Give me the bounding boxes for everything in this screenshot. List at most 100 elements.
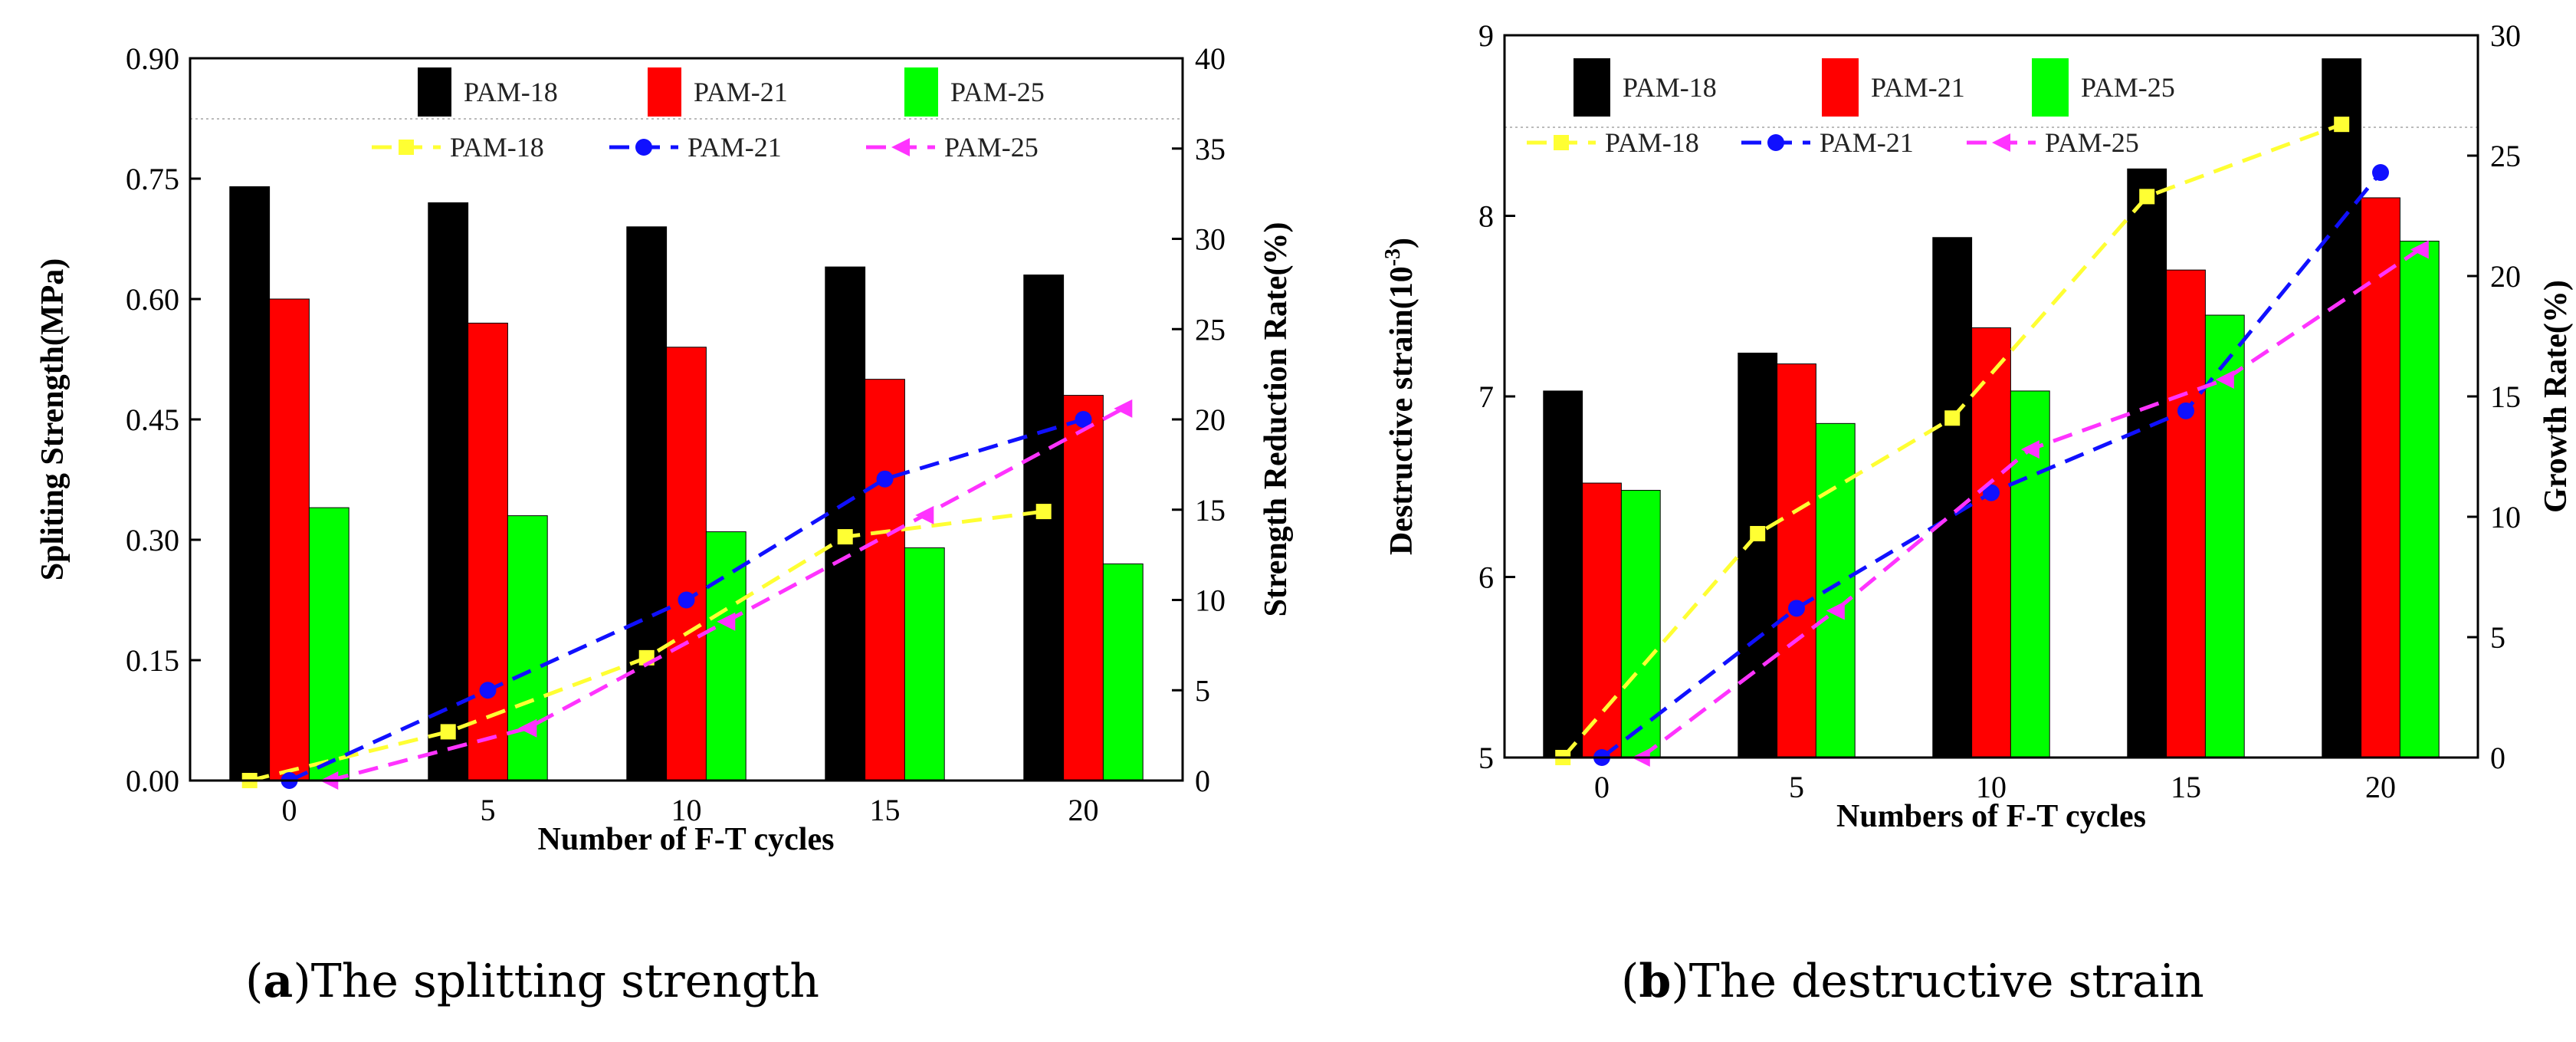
chart-a-x-tick-label: 10 — [671, 793, 702, 827]
chart-b-y-axis-label-main: Destructive strain(10 — [1384, 266, 1419, 555]
chart-a-y-tick-label: 0.75 — [126, 162, 179, 196]
chart-b-point-pam-18 — [1944, 410, 1961, 426]
chart-a-bars — [229, 186, 1144, 781]
chart-a-bar-pam-18 — [1023, 274, 1065, 781]
chart-a-bar-pam-18 — [825, 266, 866, 781]
chart-b: 5 6 7 8 9 0 5 10 15 20 25 30 0 5 10 15 20 PAM-18 PAM-21… — [1381, 18, 2574, 1008]
legend-label-line-pam-25: PAM-25 — [2045, 127, 2139, 158]
chart-b-bar-pam-18 — [1738, 352, 1778, 758]
chart-a-point-pam-21 — [479, 682, 497, 699]
chart-b-caption: (b)The destructive strain — [1621, 955, 2204, 1008]
chart-a-point-pam-25 — [1114, 399, 1133, 418]
chart-a-caption-letter: a — [263, 955, 293, 1008]
chart-a-y2-tick-label: 25 — [1195, 312, 1226, 347]
chart-b-y-tick-label: 5 — [1478, 741, 1494, 775]
chart-b-bars — [1543, 58, 2440, 758]
chart-a-y2-tick-label: 35 — [1195, 132, 1226, 166]
chart-a-bar-pam-18 — [229, 186, 271, 781]
chart-a-bar-pam-25 — [507, 515, 548, 781]
chart-b-point-pam-18 — [2334, 117, 2350, 133]
chart-a-lines — [241, 399, 1133, 790]
chart-a-caption: (a)The splitting strength — [245, 955, 819, 1008]
legend-marker-pam-18 — [399, 140, 414, 155]
chart-a-y2-axis-label: Strength Reduction Rate(%) — [1258, 222, 1294, 617]
chart-a-point-pam-25 — [518, 718, 537, 738]
chart-a-bar-pam-21 — [666, 347, 707, 781]
chart-b-bar-pam-25 — [1620, 489, 1661, 758]
legend-label-line-pam-21: PAM-21 — [687, 132, 782, 163]
chart-a-y-tick-label: 0.90 — [126, 41, 179, 76]
chart-b-y-tick-label: 9 — [1478, 18, 1494, 53]
chart-a-bar-pam-25 — [1102, 563, 1144, 781]
legend-label-bar-pam-21: PAM-21 — [694, 77, 788, 107]
legend-swatch-bar-pam-25 — [904, 67, 938, 117]
chart-a-y-axis-label: Spliting Strength(MPa) — [35, 258, 71, 580]
chart-b-point-pam-25 — [1826, 601, 1845, 620]
chart-b-bar-pam-25 — [2399, 240, 2440, 758]
chart-b-point-pam-21 — [1788, 600, 1805, 617]
chart-b-point-pam-21 — [2372, 163, 2389, 181]
chart-a-bar-pam-25 — [308, 507, 349, 781]
chart-b-y2-tick-label: 15 — [2490, 380, 2521, 414]
chart-b-bar-pam-25 — [2204, 314, 2245, 758]
legend-marker-pam-18 — [1554, 135, 1569, 150]
chart-b-x-tick-label: 10 — [1976, 770, 2007, 804]
legend-label-bar-pam-25: PAM-25 — [950, 77, 1045, 107]
chart-b-bar-pam-21 — [1777, 363, 1816, 758]
chart-b-y2-axis-label: Growth Rate(%) — [2538, 280, 2574, 513]
chart-a-y-tick-label: 0.60 — [126, 282, 179, 317]
legend-label-bar-pam-18: PAM-18 — [464, 77, 558, 107]
legend-label-bar-pam-18: PAM-18 — [1623, 72, 1717, 103]
chart-a-y-tick-label: 0.30 — [126, 523, 179, 557]
chart-a-y2-tick-label: 15 — [1195, 493, 1226, 528]
chart-a-y-tick-label: 0.00 — [126, 764, 179, 798]
chart-a-point-pam-25 — [915, 505, 934, 524]
chart-b-y2-tick-label: 10 — [2490, 500, 2521, 534]
legend-marker-pam-21 — [1767, 134, 1784, 151]
chart-a-caption-text: )The splitting strength — [293, 955, 819, 1008]
legend-swatch-bar-pam-21 — [648, 67, 681, 117]
chart-a-y-tick-label: 0.45 — [126, 403, 179, 437]
chart-a-y2-tick-label: 20 — [1195, 403, 1226, 437]
chart-a-x-tick-label: 5 — [481, 793, 496, 827]
chart-b-point-pam-21 — [2177, 402, 2194, 419]
chart-a-bar-pam-18 — [428, 202, 469, 781]
legend-marker-pam-21 — [635, 139, 652, 156]
chart-a-bar-pam-25 — [705, 531, 747, 781]
chart-a-y2-ticks: 0 5 10 15 20 25 30 35 40 — [1172, 41, 1226, 798]
chart-a-bar-pam-21 — [468, 322, 508, 781]
chart-b-legend: PAM-18 PAM-21 PAM-25 PAM-18 PAM-21 PAM-25 — [1527, 58, 2175, 158]
chart-b-lines — [1555, 117, 2429, 767]
legend-swatch-bar-pam-21 — [1822, 58, 1859, 117]
chart-a-x-tick-label: 15 — [870, 793, 901, 827]
chart-a-legend: PAM-18 PAM-21 PAM-25 PAM-18 PAM-21 PAM-25 — [372, 67, 1045, 163]
chart-b-bar-pam-21 — [1971, 327, 2011, 758]
chart-b-x-tick-label: 15 — [2171, 770, 2201, 804]
chart-b-bar-pam-18 — [1543, 390, 1583, 758]
chart-b-y2-tick-label: 30 — [2490, 18, 2521, 53]
chart-a-point-pam-18 — [1035, 504, 1052, 520]
chart-a-bar-pam-21 — [1063, 395, 1104, 781]
chart-b-x-tick-label: 5 — [1789, 770, 1804, 804]
chart-a-y2-tick-label: 10 — [1195, 583, 1226, 618]
chart-a-point-pam-18 — [440, 724, 456, 740]
legend-label-line-pam-18: PAM-18 — [450, 132, 544, 163]
chart-b-point-pam-25 — [2020, 440, 2039, 459]
legend-swatch-bar-pam-18 — [418, 67, 451, 117]
chart-b-y2-tick-label: 25 — [2490, 139, 2521, 173]
chart-b-bar-pam-18 — [2322, 58, 2362, 758]
legend-marker-pam-25 — [1992, 133, 2010, 152]
chart-a-y2-tick-label: 40 — [1195, 41, 1226, 76]
chart-a-point-pam-21 — [876, 470, 894, 488]
chart-a-bar-pam-25 — [904, 547, 945, 781]
legend-swatch-bar-pam-18 — [1573, 58, 1610, 117]
legend-label-bar-pam-21: PAM-21 — [1871, 72, 1965, 103]
chart-a-bar-pam-21 — [269, 298, 310, 781]
chart-b-y-tick-label: 7 — [1478, 380, 1494, 414]
chart-b-point-pam-25 — [2215, 370, 2234, 390]
legend-label-line-pam-18: PAM-18 — [1605, 127, 1699, 158]
chart-a-x-tick-label: 20 — [1068, 793, 1099, 827]
chart-b-y-axis-label: Destructive strain(10-3) — [1381, 238, 1419, 555]
chart-b-y-axis-label-sup: -3 — [1381, 248, 1405, 266]
chart-b-bar-pam-21 — [2361, 197, 2400, 758]
